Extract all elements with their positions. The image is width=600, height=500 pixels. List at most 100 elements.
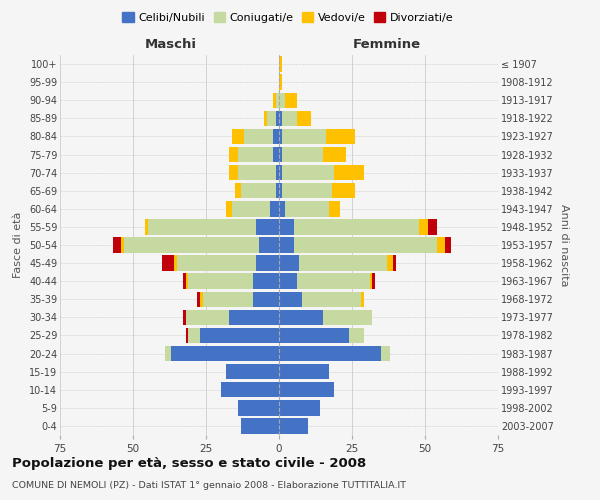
Bar	[279, 147, 282, 162]
Bar	[293, 238, 437, 252]
Bar	[279, 219, 293, 234]
Bar	[279, 165, 282, 180]
Bar	[185, 310, 229, 325]
Bar	[279, 346, 381, 362]
Text: Maschi: Maschi	[145, 38, 197, 52]
Text: COMUNE DI NEMOLI (PZ) - Dati ISTAT 1° gennaio 2008 - Elaborazione TUTTITALIA.IT: COMUNE DI NEMOLI (PZ) - Dati ISTAT 1° ge…	[12, 481, 406, 490]
Bar	[279, 110, 282, 126]
Bar	[361, 292, 364, 307]
Bar	[273, 147, 279, 162]
Bar	[174, 256, 177, 271]
Bar	[282, 110, 296, 126]
Bar	[279, 256, 299, 271]
Bar	[279, 92, 285, 108]
Bar	[419, 219, 428, 234]
Bar	[326, 128, 355, 144]
Bar	[279, 310, 323, 325]
Bar	[226, 201, 232, 216]
Y-axis label: Fasce di età: Fasce di età	[13, 212, 23, 278]
Bar	[200, 328, 279, 343]
Bar	[256, 219, 279, 234]
Bar	[185, 274, 188, 289]
Bar	[279, 382, 334, 398]
Bar	[182, 274, 185, 289]
Bar	[171, 346, 279, 362]
Bar	[235, 183, 241, 198]
Bar	[279, 274, 296, 289]
Bar	[381, 346, 390, 362]
Bar	[293, 219, 419, 234]
Bar	[282, 147, 323, 162]
Bar	[370, 274, 373, 289]
Bar	[273, 92, 276, 108]
Bar	[162, 256, 174, 271]
Bar	[296, 110, 311, 126]
Bar	[256, 256, 279, 271]
Bar	[232, 201, 270, 216]
Bar	[334, 165, 364, 180]
Bar	[185, 328, 188, 343]
Bar	[373, 274, 376, 289]
Bar	[282, 183, 332, 198]
Bar	[279, 56, 282, 72]
Bar	[148, 219, 256, 234]
Bar	[197, 292, 200, 307]
Bar	[329, 201, 340, 216]
Bar	[177, 256, 256, 271]
Bar	[188, 328, 200, 343]
Bar	[232, 128, 244, 144]
Bar	[323, 310, 373, 325]
Bar	[387, 256, 393, 271]
Bar	[279, 328, 349, 343]
Bar	[279, 74, 282, 90]
Bar	[259, 238, 279, 252]
Bar	[285, 201, 329, 216]
Text: Femmine: Femmine	[353, 38, 421, 52]
Bar	[241, 183, 276, 198]
Bar	[279, 238, 293, 252]
Bar	[265, 110, 268, 126]
Bar	[273, 128, 279, 144]
Bar	[165, 346, 171, 362]
Bar	[253, 274, 279, 289]
Bar	[229, 147, 238, 162]
Bar	[270, 201, 279, 216]
Bar	[279, 418, 308, 434]
Bar	[253, 292, 279, 307]
Text: Popolazione per età, sesso e stato civile - 2008: Popolazione per età, sesso e stato civil…	[12, 458, 366, 470]
Bar	[226, 364, 279, 380]
Bar	[279, 400, 320, 415]
Bar	[276, 183, 279, 198]
Bar	[323, 147, 346, 162]
Bar	[121, 238, 124, 252]
Bar	[285, 92, 296, 108]
Bar	[332, 183, 355, 198]
Bar	[282, 165, 334, 180]
Bar	[238, 400, 279, 415]
Bar	[437, 238, 445, 252]
Bar	[124, 238, 259, 252]
Bar	[276, 92, 279, 108]
Bar	[241, 418, 279, 434]
Bar	[200, 292, 203, 307]
Bar	[276, 110, 279, 126]
Legend: Celibi/Nubili, Coniugati/e, Vedovi/e, Divorziati/e: Celibi/Nubili, Coniugati/e, Vedovi/e, Di…	[118, 8, 458, 28]
Bar	[188, 274, 253, 289]
Bar	[276, 165, 279, 180]
Y-axis label: Anni di nascita: Anni di nascita	[559, 204, 569, 286]
Bar	[238, 147, 273, 162]
Bar	[349, 328, 364, 343]
Bar	[229, 165, 238, 180]
Bar	[221, 382, 279, 398]
Bar	[302, 292, 361, 307]
Bar	[279, 292, 302, 307]
Bar	[393, 256, 396, 271]
Bar	[282, 128, 326, 144]
Bar	[445, 238, 451, 252]
Bar	[428, 219, 437, 234]
Bar	[299, 256, 387, 271]
Bar	[238, 165, 276, 180]
Bar	[279, 364, 329, 380]
Bar	[182, 310, 185, 325]
Bar	[279, 128, 282, 144]
